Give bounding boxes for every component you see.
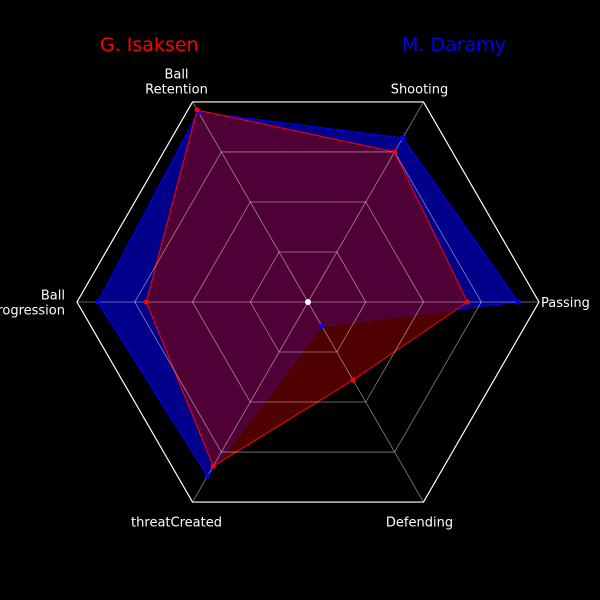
series-point-0-1 [400,135,406,141]
series-point-0-5 [319,323,325,329]
axis-label-4-line-0: threatCreated [131,515,222,530]
axis-label-2: Ball Retention [145,68,208,98]
axis-label-3: BallProgression [0,289,65,319]
spoke-1 [307,101,424,303]
axis-label-3-line-1: Progression [0,304,65,319]
series-point-1-1 [392,149,398,155]
axis-label-0: Passing [541,296,590,311]
spoke-2 [192,101,309,303]
center-dot [305,299,311,305]
axis-label-5-line-0: Defending [386,515,453,530]
axis-label-1: Shooting [391,83,449,98]
series-point-1-5 [350,377,356,383]
series-point-1-2 [194,107,200,113]
axis-label-2-line-0: Ball [164,68,188,83]
series-point-0-0 [515,299,521,305]
spoke-5 [307,301,424,503]
series-point-1-3 [143,299,149,305]
spoke-4 [192,301,309,503]
axis-label-5: Defending [386,515,453,530]
axis-label-2-line-1: Retention [145,83,208,98]
series-point-1-0 [464,299,470,305]
legend-title-right: M. Daramy [402,34,506,56]
legend-title-left: G. Isaksen [100,34,199,56]
axis-label-4: threatCreated [131,515,222,530]
axis-label-3-line-0: Ball [41,289,65,304]
axis-label-1-line-0: Shooting [391,83,449,98]
series-point-0-4 [204,473,211,479]
series-point-1-4 [210,463,216,469]
axis-label-0-line-0: Passing [541,296,590,311]
series-point-0-3 [95,299,101,305]
